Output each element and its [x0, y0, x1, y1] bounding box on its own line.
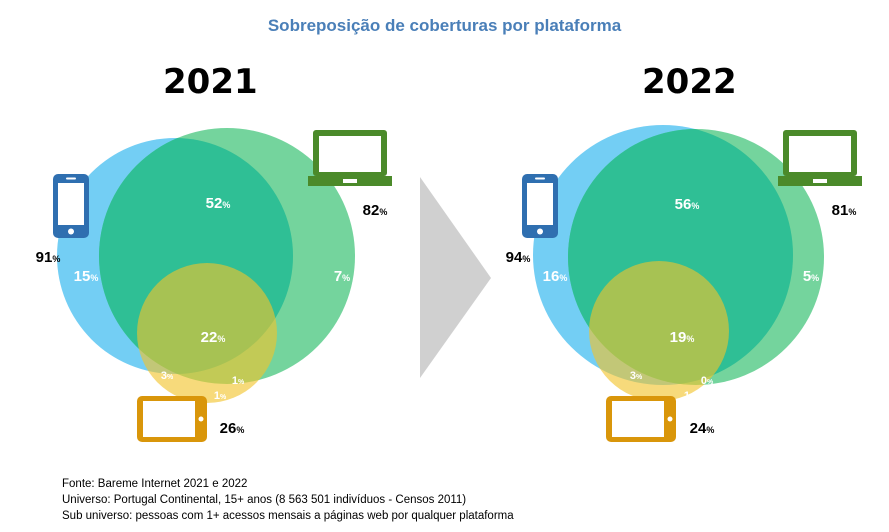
year-2021-label: 2021	[163, 62, 258, 102]
region-computer-only-2021: 7%	[334, 268, 350, 285]
region-mobile-only-2022: 16%	[543, 268, 568, 285]
tablet-circle-2021	[137, 263, 277, 403]
smartphone-icon	[522, 174, 558, 238]
smartphone-icon	[53, 174, 89, 238]
tablet-icon	[606, 396, 676, 442]
total-computer-2021: 82%	[363, 202, 388, 219]
footer-source: Fonte: Bareme Internet 2021 e 2022	[62, 478, 248, 490]
laptop-icon	[308, 130, 392, 186]
footer-universe: Universo: Portugal Continental, 15+ anos…	[62, 494, 467, 506]
region-mobile-only-2021: 15%	[74, 268, 99, 285]
region-all-three-2022: 19%	[670, 329, 695, 346]
tablet-circle-2022	[589, 261, 729, 401]
total-computer-2022: 81%	[832, 202, 857, 219]
region-mobile-computer-2021: 52%	[206, 195, 231, 212]
region-all-three-2021: 22%	[201, 329, 226, 346]
laptop-icon	[778, 130, 862, 186]
chart-title: Sobreposição de coberturas por plataform…	[267, 16, 622, 35]
region-mobile-computer-2022: 56%	[675, 196, 700, 213]
region-computer-only-2022: 5%	[803, 268, 819, 285]
total-tablet-2021: 26%	[220, 420, 245, 437]
tablet-icon	[137, 396, 207, 442]
total-mobile-2021: 91%	[36, 249, 61, 266]
total-mobile-2022: 94%	[506, 249, 531, 266]
year-2022-label: 2022	[642, 62, 737, 102]
arrow-right-icon	[420, 177, 491, 378]
total-tablet-2022: 24%	[690, 420, 715, 437]
footer-sub-universe: Sub universo: pessoas com 1+ acessos men…	[62, 510, 514, 522]
